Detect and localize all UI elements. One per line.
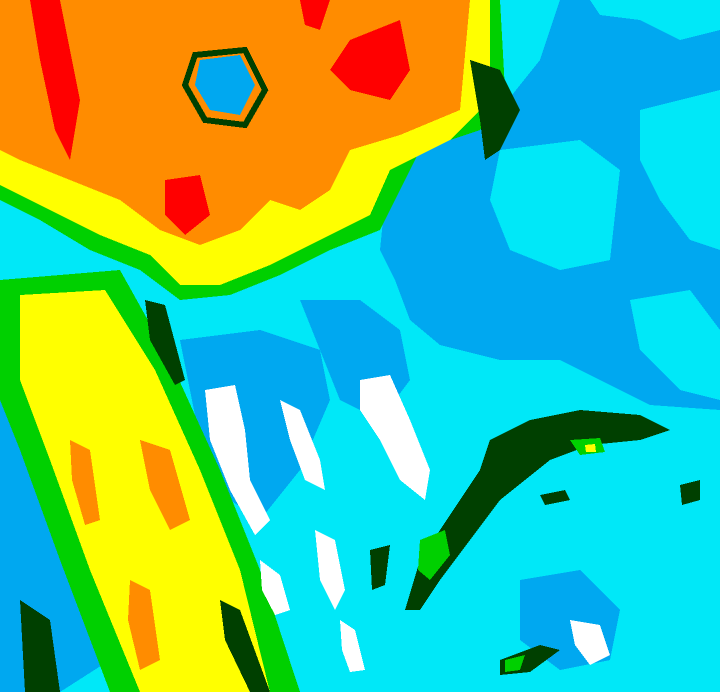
cyan-patch	[640, 90, 720, 250]
band-dark	[20, 600, 60, 692]
cloud-edge	[470, 60, 520, 160]
band-orange	[70, 440, 100, 525]
cloud-red	[330, 20, 410, 100]
white-cloud	[340, 620, 365, 672]
cloud-red	[30, 0, 80, 160]
cloud-red	[300, 0, 330, 30]
front-green	[418, 530, 450, 580]
front-dark	[370, 545, 390, 590]
front-dark	[540, 490, 570, 505]
band-yellow	[20, 290, 270, 692]
cyan-patch	[490, 140, 620, 270]
front-dark	[405, 410, 670, 610]
band-orange	[128, 580, 160, 670]
front-green	[505, 655, 525, 672]
white-cloud	[315, 530, 345, 610]
cloud-hole	[195, 55, 255, 115]
white-cloud	[280, 400, 325, 490]
band-orange	[140, 440, 190, 530]
white-cloud	[260, 560, 290, 615]
cyan-patch	[630, 290, 720, 400]
cloud-red	[165, 175, 210, 235]
band-dark	[220, 600, 270, 692]
front-dark	[680, 480, 700, 505]
cloud-hole-rim	[181, 46, 269, 129]
band-dark	[145, 300, 185, 385]
white-cloud	[570, 620, 610, 665]
front-yellow	[585, 444, 596, 452]
cyan-patch	[590, 0, 720, 40]
white-cloud	[205, 385, 270, 535]
white-cloud	[360, 375, 430, 500]
